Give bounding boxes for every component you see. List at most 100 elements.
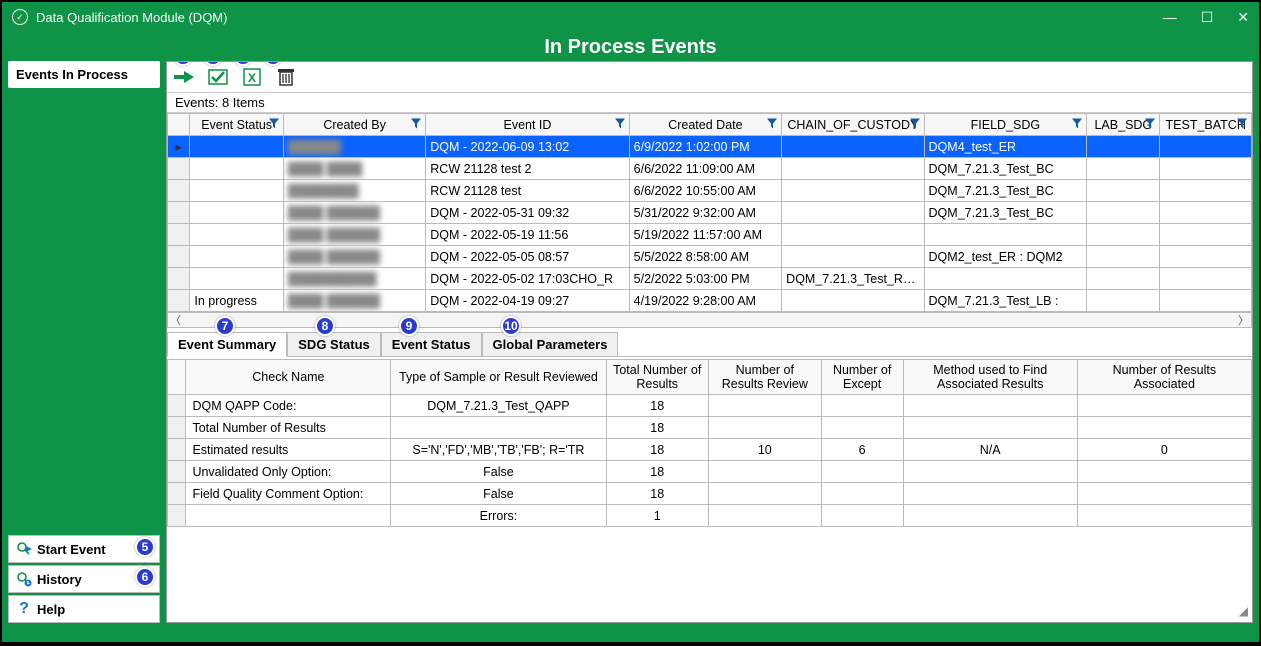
summary-table: Check NameType of Sample or Result Revie… [167, 359, 1252, 527]
summary-cell: DQM_7.21.3_Test_QAPP [391, 395, 606, 417]
summary-cell [391, 417, 606, 439]
table-row[interactable]: ████████RCW 21128 test6/6/2022 10:55:00 … [168, 180, 1252, 202]
summary-cell: 10 [708, 439, 821, 461]
scroll-left-icon[interactable]: 〈 [170, 312, 181, 328]
tab-event-status[interactable]: Event Status [381, 332, 482, 356]
summary-column-header: Total Number of Results [606, 360, 708, 395]
table-cell [190, 268, 284, 290]
table-cell: DQM_7.21.3_Test_BC [924, 180, 1087, 202]
filter-icon[interactable] [1072, 118, 1082, 131]
table-cell [782, 290, 924, 312]
table-cell [1160, 180, 1252, 202]
content-row: Events In Process Start Event 5 [2, 61, 1259, 629]
minimize-button[interactable]: — [1163, 9, 1177, 26]
summary-column-header: Number of Except [821, 360, 903, 395]
summary-cell: Unvalidated Only Option: [186, 461, 391, 483]
summary-cell [821, 505, 903, 527]
summary-cell: Errors: [391, 505, 606, 527]
table-cell [782, 246, 924, 268]
column-header[interactable]: FIELD_SDG [924, 114, 1087, 136]
sidebar-item-history[interactable]: History 6 [8, 565, 160, 593]
summary-column-header: Method used to Find Associated Results [903, 360, 1077, 395]
summary-cell: False [391, 461, 606, 483]
continue-button[interactable] [173, 66, 195, 88]
table-row[interactable]: ████ ██████DQM - 2022-05-19 11:565/19/20… [168, 224, 1252, 246]
table-cell: 6/9/2022 1:02:00 PM [629, 136, 782, 158]
filter-icon[interactable] [269, 118, 279, 131]
sidebar-tab-events-in-process[interactable]: Events In Process [8, 61, 160, 88]
summary-cell: Field Quality Comment Option: [186, 483, 391, 505]
table-row[interactable]: ████ ██████DQM - 2022-05-31 09:325/31/20… [168, 202, 1252, 224]
table-cell: DQM - 2022-05-19 11:56 [426, 224, 629, 246]
sidebar-item-label: Help [37, 602, 65, 617]
column-header[interactable]: TEST_BATCH [1160, 114, 1252, 136]
table-cell: DQM - 2022-05-31 09:32 [426, 202, 629, 224]
svg-text:X: X [248, 71, 256, 85]
summary-cell [821, 417, 903, 439]
tab-global-parameters[interactable]: Global Parameters [482, 332, 619, 356]
table-cell: DQM2_test_ER : DQM2 [924, 246, 1087, 268]
summary-cell: 0 [1077, 439, 1251, 461]
events-grid-wrap: Event StatusCreated ByEvent IDCreated Da… [167, 113, 1252, 312]
table-cell [1087, 224, 1160, 246]
delete-button[interactable] [275, 66, 297, 88]
sidebar-item-help[interactable]: ? Help [8, 595, 160, 623]
column-header[interactable]: LAB_SDG [1087, 114, 1160, 136]
filter-icon[interactable] [411, 118, 421, 131]
summary-row: Field Quality Comment Option:False18 [168, 483, 1252, 505]
table-cell: DQM_7.21.3_Test_BC [924, 202, 1087, 224]
filter-icon[interactable] [615, 118, 625, 131]
summary-cell [903, 395, 1077, 417]
resize-grip-icon[interactable]: ◢ [1239, 604, 1248, 618]
sidebar-item-start-event[interactable]: Start Event 5 [8, 535, 160, 563]
table-cell: ████ ██████ [283, 246, 425, 268]
table-cell [190, 224, 284, 246]
column-header[interactable]: Created Date [629, 114, 782, 136]
summary-cell: 18 [606, 395, 708, 417]
filter-icon[interactable] [767, 118, 777, 131]
summary-cell [708, 461, 821, 483]
export-excel-button[interactable]: X [241, 66, 263, 88]
accept-button[interactable] [207, 66, 229, 88]
table-cell [782, 136, 924, 158]
column-header[interactable]: Event Status [190, 114, 284, 136]
filter-icon[interactable] [1145, 118, 1155, 131]
filter-icon[interactable] [1237, 118, 1247, 131]
table-cell: 5/19/2022 11:57:00 AM [629, 224, 782, 246]
filter-icon[interactable] [910, 118, 920, 131]
table-row[interactable]: ██████DQM - 2022-06-09 13:026/9/2022 1:0… [168, 136, 1252, 158]
callout-10: 10 [501, 316, 521, 336]
table-cell: ██████████ [283, 268, 425, 290]
summary-row: Unvalidated Only Option:False18 [168, 461, 1252, 483]
summary-cell: 1 [606, 505, 708, 527]
summary-cell: S='N','FD','MB','TB','FB'; R='TR [391, 439, 606, 461]
summary-cell: DQM QAPP Code: [186, 395, 391, 417]
app-window: ✓ Data Qualification Module (DQM) — ☐ ✕ … [2, 2, 1259, 642]
close-button[interactable]: ✕ [1237, 9, 1249, 26]
column-header[interactable]: CHAIN_OF_CUSTODY [782, 114, 924, 136]
table-cell [1160, 268, 1252, 290]
summary-cell [1077, 417, 1251, 439]
summary-cell: Total Number of Results [186, 417, 391, 439]
table-cell: ████ ██████ [283, 202, 425, 224]
tab-sdg-status[interactable]: SDG Status [287, 332, 381, 356]
maximize-button[interactable]: ☐ [1201, 9, 1214, 26]
table-row[interactable]: ████ ██████DQM - 2022-05-05 08:575/5/202… [168, 246, 1252, 268]
summary-cell: False [391, 483, 606, 505]
table-row[interactable]: ████ ████RCW 21128 test 26/6/2022 11:09:… [168, 158, 1252, 180]
events-grid[interactable]: Event StatusCreated ByEvent IDCreated Da… [167, 113, 1252, 312]
table-cell [782, 202, 924, 224]
table-cell: DQM_7.21.3_Test_RSD [782, 268, 924, 290]
summary-row: Errors:1 [168, 505, 1252, 527]
scroll-right-icon[interactable]: 〉 [1238, 312, 1249, 328]
table-cell [1160, 158, 1252, 180]
table-row[interactable]: ██████████DQM - 2022-05-02 17:03CHO_R5/2… [168, 268, 1252, 290]
column-header[interactable]: Created By [283, 114, 425, 136]
table-cell [1160, 202, 1252, 224]
table-row[interactable]: In progress████ ██████DQM - 2022-04-19 0… [168, 290, 1252, 312]
column-header[interactable]: Event ID [426, 114, 629, 136]
table-cell [1087, 246, 1160, 268]
callout-6: 6 [135, 567, 155, 587]
table-cell: DQM - 2022-04-19 09:27 [426, 290, 629, 312]
play-icon [15, 540, 33, 558]
